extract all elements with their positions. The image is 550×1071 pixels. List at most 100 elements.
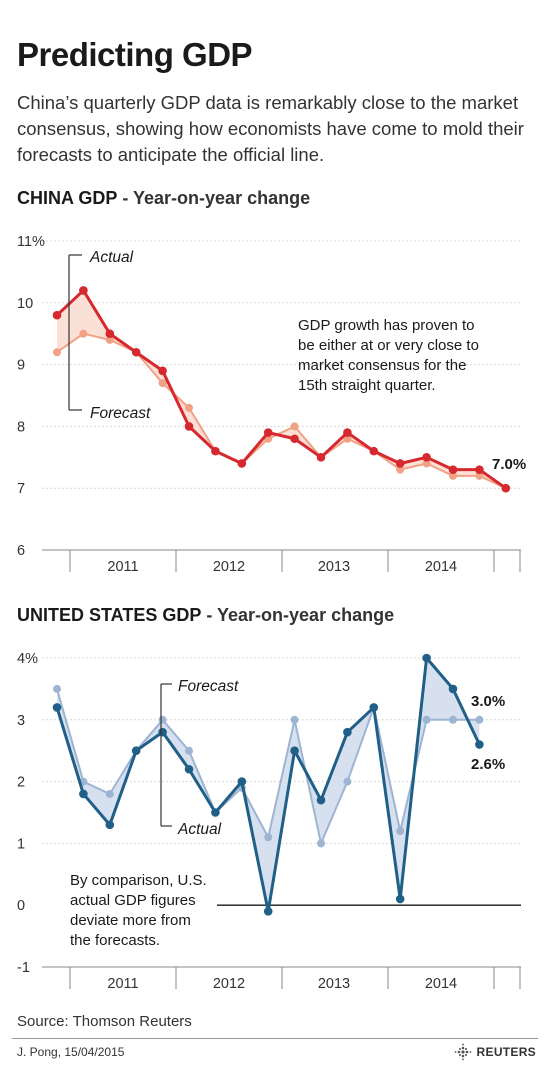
us-forecast-end-value-label: 3.0% xyxy=(471,693,505,710)
forecast-series-label: Forecast xyxy=(178,678,239,695)
x-tick-label: 2012 xyxy=(213,559,245,575)
china-annotation-line: market consensus for the xyxy=(298,357,466,374)
x-tick-label: 2014 xyxy=(425,976,457,992)
forecast-point xyxy=(422,715,431,724)
forecast-point xyxy=(396,465,405,474)
actual-point xyxy=(184,422,194,431)
actual-point xyxy=(369,703,379,712)
actual-point xyxy=(237,459,247,468)
actual-point xyxy=(131,347,141,357)
actual-point xyxy=(263,428,273,437)
forecast-point xyxy=(343,777,352,786)
y-tick-label: 9 xyxy=(17,358,25,374)
actual-point xyxy=(158,366,167,376)
actual-point xyxy=(158,727,167,737)
actual-point xyxy=(290,746,299,755)
forecast-point xyxy=(343,434,352,443)
actual-point xyxy=(105,820,115,830)
actual-point xyxy=(237,777,247,786)
china-annotation-line: GDP growth has proven to xyxy=(298,317,474,334)
actual-point xyxy=(52,703,62,712)
y-tick-label: 4% xyxy=(17,651,38,667)
china-chart-heading-bold: CHINA GDP xyxy=(17,188,118,208)
forecast-point xyxy=(290,715,299,724)
actual-point xyxy=(316,795,326,805)
actual-point xyxy=(263,907,273,916)
china-end-value-label: 7.0% xyxy=(492,456,526,473)
x-tick-label: 2014 xyxy=(425,559,457,575)
us-actual-end-value-label: 2.6% xyxy=(471,756,505,773)
forecast-point xyxy=(185,403,193,412)
forecast-point xyxy=(475,715,484,724)
us-chart-heading-bold: UNITED STATES GDP xyxy=(17,605,202,625)
forecast-series-label: Forecast xyxy=(90,405,151,422)
actual-point xyxy=(501,483,511,493)
y-tick-label: 3 xyxy=(17,713,25,729)
us-annotation-line: the forecasts. xyxy=(70,932,160,949)
china-annotation-line: 15th straight quarter. xyxy=(298,377,436,394)
y-tick-label: -1 xyxy=(17,960,30,976)
y-tick-label: 0 xyxy=(17,898,25,914)
y-tick-label: 6 xyxy=(17,543,25,559)
actual-point xyxy=(79,286,88,295)
x-tick-label: 2011 xyxy=(107,559,138,575)
y-tick-label: 1 xyxy=(17,836,25,852)
actual-series-label: Actual xyxy=(177,821,222,838)
x-tick-label: 2013 xyxy=(318,559,350,575)
source-note: Source: Thomson Reuters xyxy=(17,1013,192,1030)
forecast-point xyxy=(79,329,88,338)
y-tick-label: 2 xyxy=(17,775,25,791)
footer-divider xyxy=(12,1038,538,1039)
actual-point xyxy=(422,653,431,663)
china-chart-heading: CHINA GDP - Year-on-year change xyxy=(17,188,310,209)
actual-point xyxy=(79,789,88,799)
y-tick-label: 8 xyxy=(17,419,25,435)
x-tick-label: 2012 xyxy=(213,976,245,992)
forecast-point xyxy=(53,684,61,693)
actual-point xyxy=(395,459,405,468)
china-chart-heading-rest: - Year-on-year change xyxy=(117,188,311,208)
forecast-point xyxy=(449,715,457,724)
reuters-dots-logo-icon xyxy=(454,1043,471,1061)
us-annotation-line: actual GDP figures xyxy=(70,892,196,909)
us-chart-heading-rest: - Year-on-year change xyxy=(201,605,395,625)
actual-series-line xyxy=(55,288,507,490)
reuters-brand: REUTERS xyxy=(454,1043,536,1061)
y-tick-label: 7 xyxy=(17,481,25,497)
actual-point xyxy=(52,310,62,320)
forecast-point xyxy=(396,827,405,836)
forecast-point xyxy=(290,422,299,431)
actual-point xyxy=(211,446,220,456)
forecast-point xyxy=(264,833,273,842)
forecast-point xyxy=(449,471,457,480)
actual-point xyxy=(475,465,484,474)
y-tick-label: 10 xyxy=(17,296,33,312)
forecast-point xyxy=(53,348,61,357)
forecast-point xyxy=(158,715,167,724)
actual-point xyxy=(448,684,458,694)
us-annotation-line: deviate more from xyxy=(70,912,191,929)
forecast-point xyxy=(105,789,114,798)
us-annotation-note: By comparison, U.S. actual GDP figures dev… xyxy=(70,872,207,949)
brand-name: REUTERS xyxy=(476,1045,536,1059)
actual-point xyxy=(369,446,379,456)
actual-point xyxy=(290,434,299,444)
actual-point xyxy=(343,727,352,737)
forecast-point xyxy=(158,379,167,388)
china-gdp-chart: 6 7 8 9 10 11% 2011 2012 2013 2014 Actual Forecast G… xyxy=(17,234,526,575)
actual-point xyxy=(475,740,484,749)
page-subtitle: China’s quarterly GDP data is remarkably… xyxy=(17,92,524,165)
forecast-point xyxy=(475,471,484,480)
y-tick-label: 11% xyxy=(17,234,45,250)
actual-series-label: Actual xyxy=(89,249,134,266)
x-tick-label: 2013 xyxy=(318,976,350,992)
actual-point xyxy=(448,465,458,474)
forecast-point xyxy=(422,459,431,468)
forecast-point xyxy=(317,839,325,848)
china-annotation-note: GDP growth has proven to be either at or … xyxy=(298,317,479,394)
forecast-point xyxy=(185,746,193,755)
actual-point xyxy=(316,453,326,462)
actual-point xyxy=(422,453,431,462)
forecast-point xyxy=(105,335,114,344)
actual-point xyxy=(343,428,352,437)
